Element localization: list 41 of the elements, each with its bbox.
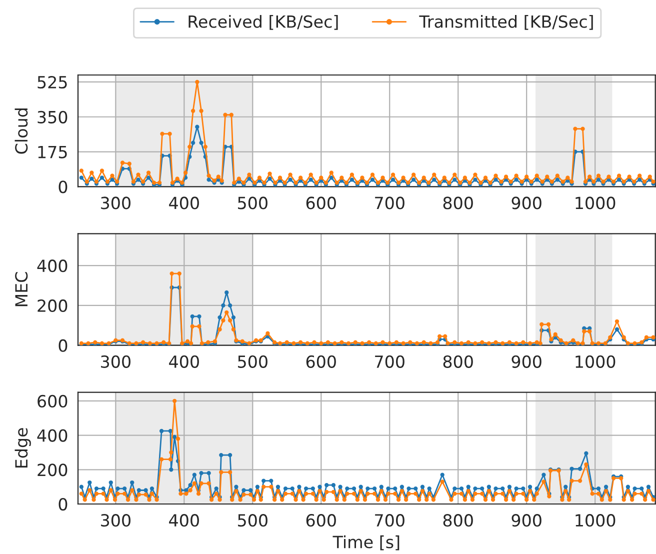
x-tick-label: 400 bbox=[169, 355, 199, 368]
y-tick-label: 525 bbox=[38, 76, 67, 89]
y-tick-label: 400 bbox=[37, 260, 68, 272]
x-tick-label: 300 bbox=[101, 514, 130, 527]
y-tick-label: 0 bbox=[58, 339, 68, 352]
y-axis-title: Cloud bbox=[14, 108, 28, 154]
x-tick-label: 900 bbox=[512, 196, 542, 210]
y-axis-title: Edge bbox=[14, 428, 31, 468]
y-tick-label: 0 bbox=[58, 498, 68, 511]
x-tick-label: 500 bbox=[238, 514, 268, 527]
x-tick-label: 800 bbox=[443, 196, 473, 210]
x-tick-label: 700 bbox=[375, 355, 404, 368]
x-tick-label: 700 bbox=[375, 196, 404, 210]
x-tick-label: 800 bbox=[443, 355, 473, 368]
legend-label: Transmitted [KB/Sec] bbox=[419, 15, 593, 30]
y-tick-label: 350 bbox=[38, 110, 68, 124]
x-tick-label: 500 bbox=[238, 196, 268, 210]
legend-label: Received [KB/Sec] bbox=[188, 15, 338, 30]
y-tick-label: 175 bbox=[38, 146, 67, 158]
x-tick-label: 300 bbox=[101, 355, 130, 368]
x-tick-label: 600 bbox=[306, 355, 336, 368]
x-tick-label: 800 bbox=[443, 514, 473, 527]
x-axis-title: Time [s] bbox=[332, 535, 400, 550]
x-tick-label: 300 bbox=[101, 196, 130, 210]
y-tick-label: 0 bbox=[58, 180, 68, 194]
y-tick-label: 600 bbox=[38, 394, 68, 408]
x-tick-label: 1000 bbox=[576, 514, 616, 527]
x-tick-label: 900 bbox=[512, 355, 542, 368]
y-tick-label: 200 bbox=[38, 464, 68, 476]
x-tick-label: 600 bbox=[306, 196, 336, 210]
x-tick-label: 400 bbox=[169, 196, 199, 210]
x-tick-label: 400 bbox=[169, 514, 199, 527]
x-tick-label: 1000 bbox=[576, 196, 616, 210]
y-tick-label: 400 bbox=[37, 429, 68, 442]
x-tick-label: 600 bbox=[306, 514, 336, 527]
x-tick-label: 1000 bbox=[576, 355, 616, 368]
x-tick-label: 700 bbox=[375, 514, 404, 527]
y-axis-title: MEC bbox=[15, 272, 28, 306]
x-tick-label: 500 bbox=[238, 355, 268, 368]
y-tick-label: 200 bbox=[38, 299, 68, 312]
x-tick-label: 900 bbox=[512, 514, 542, 527]
